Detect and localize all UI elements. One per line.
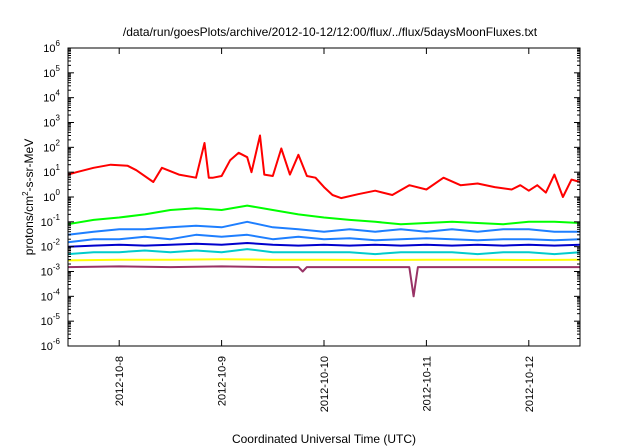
y-tick-label: 102 (43, 138, 60, 154)
y-tick-label: 106 (43, 39, 60, 55)
series-line-4 (67, 233, 581, 244)
y-axis-ticks: 10-6 10-5 10-4 10-3 10-2 10-1 100 101 102 103 104 1… (41, 39, 580, 353)
series-line-7 (67, 258, 581, 262)
y-axis-label: protons/cm2-s-sr-MeV (21, 139, 36, 255)
y-tick-label: 103 (43, 114, 60, 130)
series-line-5 (67, 242, 581, 248)
y-tick-label: 10-2 (41, 238, 61, 254)
x-axis-ticks: 2012-10-8 2012-10-9 2012-10-10 2012-10-11 20… (114, 48, 536, 412)
x-tick-label: 2012-10-11 (421, 356, 433, 411)
series-line-6 (67, 248, 581, 256)
y-tick-label: 10-3 (41, 263, 61, 279)
x-axis-label: Coordinated Universal Time (UTC) (232, 432, 416, 446)
y-tick-label: 10-5 (41, 312, 61, 328)
x-tick-label: 2012-10-9 (217, 356, 229, 406)
x-tick-label: 2012-10-12 (524, 356, 536, 412)
series-line-2 (67, 204, 581, 226)
x-tick-label: 2012-10-8 (114, 356, 126, 406)
y-tick-label: 10-1 (41, 213, 61, 229)
series-line-1 (67, 134, 581, 200)
y-tick-label: 104 (43, 89, 60, 105)
y-tick-label: 105 (43, 64, 60, 80)
chart-title: /data/run/goesPlots/archive/2012-10-12/1… (123, 25, 538, 39)
y-tick-label: 10-4 (41, 287, 61, 303)
series-layer (67, 134, 581, 298)
x-tick-label: 2012-10-10 (319, 356, 331, 412)
y-tick-label: 100 (43, 188, 60, 204)
series-line-8 (67, 265, 580, 298)
y-tick-label: 101 (43, 163, 60, 179)
series-line-3 (67, 220, 580, 236)
y-tick-label: 10-6 (41, 337, 61, 353)
